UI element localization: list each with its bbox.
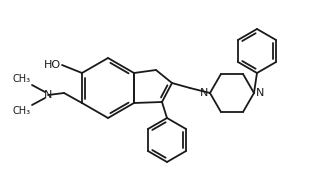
- Text: HO: HO: [44, 60, 61, 70]
- Text: CH₃: CH₃: [13, 106, 31, 116]
- Text: CH₃: CH₃: [13, 74, 31, 84]
- Text: N: N: [44, 90, 52, 100]
- Text: N: N: [256, 88, 264, 98]
- Text: N: N: [200, 88, 208, 98]
